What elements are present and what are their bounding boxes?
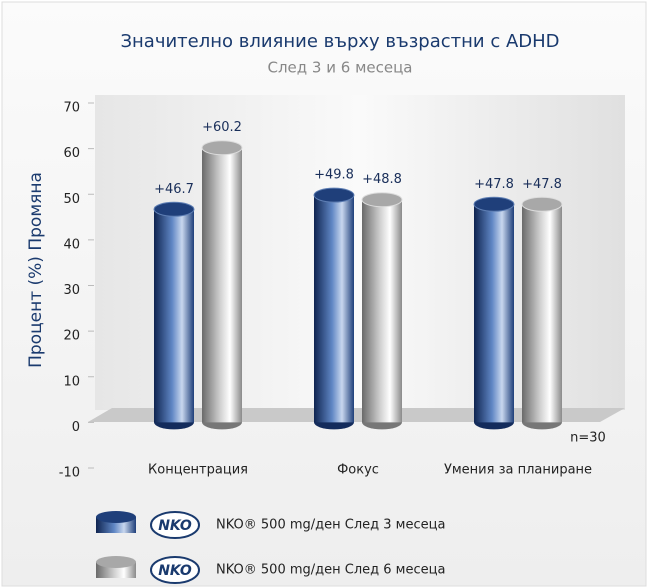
bar bbox=[202, 147, 242, 423]
y-tick-label: 60 bbox=[63, 146, 80, 161]
y-tick-label: 40 bbox=[63, 237, 80, 252]
bar bbox=[314, 195, 354, 423]
value-label: +49.8 bbox=[314, 168, 354, 183]
y-tick-label: -10 bbox=[59, 466, 80, 481]
chart-title: Значително влияние върху възрастни с ADH… bbox=[120, 31, 559, 52]
bar bbox=[154, 209, 194, 423]
legend-logo: NKO bbox=[158, 518, 192, 534]
legend-logo-bg bbox=[150, 556, 200, 584]
value-label: +46.7 bbox=[154, 182, 194, 197]
y-tick-label: 10 bbox=[63, 374, 80, 389]
bar-top bbox=[201, 140, 243, 156]
x-tick-label: Умения за планиране bbox=[444, 463, 592, 478]
legend-logo: NKO bbox=[158, 563, 192, 579]
legend-label: NKO® 500 mg/ден След 3 месеца bbox=[216, 518, 445, 533]
y-tick-label: 30 bbox=[63, 283, 80, 298]
legend-swatch-top bbox=[96, 511, 136, 523]
bar bbox=[362, 199, 402, 423]
bar-top bbox=[473, 196, 515, 212]
bar-top bbox=[153, 201, 195, 217]
bar-top bbox=[361, 192, 403, 208]
value-label: +47.8 bbox=[474, 177, 514, 192]
bar-top bbox=[521, 196, 563, 212]
legend-logo-bg bbox=[150, 511, 200, 539]
x-tick-label: Фокус bbox=[337, 463, 379, 478]
y-tick-label: 70 bbox=[63, 101, 80, 116]
y-tick-label: 20 bbox=[63, 329, 80, 344]
annotation: n=30 bbox=[570, 431, 606, 446]
legend-label: NKO® 500 mg/ден След 6 месеца bbox=[216, 563, 445, 578]
x-tick-label: Концентрация bbox=[148, 463, 248, 478]
value-label: +47.8 bbox=[522, 177, 562, 192]
legend-swatch-top bbox=[96, 556, 136, 568]
value-label: +48.8 bbox=[362, 172, 402, 187]
y-tick-label: 50 bbox=[63, 192, 80, 207]
bar bbox=[474, 204, 514, 423]
value-label: +60.2 bbox=[202, 120, 242, 135]
bar bbox=[522, 204, 562, 423]
bar-top bbox=[313, 187, 355, 203]
y-tick-label: 0 bbox=[72, 420, 80, 435]
y-axis-label: Процент (%) Промяна bbox=[26, 172, 46, 368]
chart-subtitle: След 3 и 6 месеца bbox=[268, 59, 413, 77]
